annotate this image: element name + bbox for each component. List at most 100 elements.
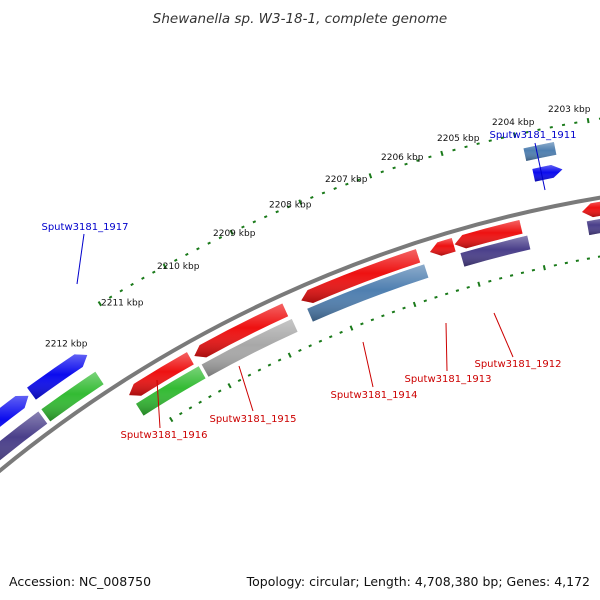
minor-tick [130,282,134,287]
major-tick [169,416,174,423]
minor-tick [188,406,193,410]
cds-feature-shade [27,354,88,400]
minor-tick [217,389,222,393]
minor-tick [434,295,438,299]
label-leader-line [493,312,514,358]
minor-tick [275,210,279,214]
label-leader-line [238,365,254,412]
major-tick [477,281,481,287]
kbp-label: 2208 kbp [269,200,312,210]
kbp-label: 2210 kbp [157,262,200,272]
major-tick [586,117,590,124]
cds-feature-shade [454,220,523,249]
minor-tick [241,225,245,229]
minor-tick [263,215,268,219]
minor-tick [428,155,432,159]
label-leader-line [534,142,546,191]
minor-tick [380,170,384,174]
gene-label-g1917[interactable]: Sputw3181_1917 [41,222,128,233]
major-tick [349,325,354,331]
label-leader-line [362,341,374,388]
kbp-label: 2203 kbp [548,105,591,115]
minor-tick [237,378,242,382]
label-leader-line [76,233,85,285]
minor-tick [455,289,460,292]
kbp-label: 2207 kbp [325,175,368,185]
minor-tick [267,363,272,367]
label-leader-line [445,322,448,372]
minor-tick [404,162,408,166]
gene-label-g1912[interactable]: Sputw3181_1912 [474,359,561,370]
major-tick [287,352,292,358]
minor-tick [208,395,212,399]
cds-feature-shade [429,238,456,256]
major-tick [162,263,167,269]
minor-tick [252,220,257,224]
gene-label-g1916[interactable]: Sputw3181_1916 [120,430,207,441]
genome-summary-text: Topology: circular; Length: 4,708,380 bp… [246,574,590,589]
cog-feature-shade [586,218,600,236]
minor-tick [108,295,113,299]
cog-feature-shade [307,264,429,322]
cds-feature-shade [194,303,289,358]
tick-rings [97,117,600,423]
major-tick [513,132,517,138]
minor-tick [498,276,503,280]
gene-label-g1915[interactable]: Sputw3181_1915 [209,414,296,425]
minor-tick [391,310,396,314]
minor-tick [173,258,178,262]
kbp-label: 2209 kbp [213,229,256,239]
minor-tick [310,195,314,199]
cog-feature-shade [201,318,298,377]
minor-tick [356,178,361,182]
major-tick [227,383,232,389]
minor-tick [185,252,189,257]
kbp-labels: 2212 kbp 2211 kbp 2210 kbp 2209 kbp 2208 kbp… [45,105,591,350]
minor-tick [392,166,396,170]
major-tick [440,150,444,157]
cds-feature-shade [532,165,563,182]
gene-label-g1911[interactable]: Sputw3181_1911 [489,130,576,141]
cog-feature-shade [460,235,531,267]
gene-labels: Sputw3181_1917 Sputw3181_1911 Sputw3181_19… [41,130,576,441]
cds-feature-shade [0,395,29,427]
cog-feature-shade [0,411,48,461]
cog-feature-shade [523,142,557,162]
gene-features [0,142,600,461]
minor-tick [286,205,291,209]
minor-tick [152,270,156,274]
minor-tick [328,335,333,339]
minor-tick [333,187,337,190]
major-tick [298,199,303,205]
gene-label-g1913[interactable]: Sputw3181_1913 [404,374,491,385]
minor-tick [277,358,282,362]
backbone-arc [0,195,600,474]
major-tick [229,229,234,235]
kbp-label: 2206 kbp [381,153,424,163]
kbp-label: 2211 kbp [101,298,144,308]
minor-tick [196,247,200,251]
label-leader-line [156,379,161,429]
cds-feature-shade [301,249,421,303]
kbp-label: 2212 kbp [45,340,88,350]
minor-tick [452,148,456,152]
map-title: Shewanella sp. W3-18-1, complete genome [153,11,447,27]
kbp-label: 2205 kbp [437,134,480,144]
minor-tick [198,400,202,404]
minor-tick [298,348,302,353]
cog-feature-shade [136,366,206,416]
gene-label-g1914[interactable]: Sputw3181_1914 [330,390,417,401]
minor-tick [370,318,375,322]
minor-tick [423,299,428,303]
major-tick [542,265,546,271]
minor-tick [119,289,124,293]
minor-tick [218,236,223,240]
cog-feature-shade [41,371,104,422]
minor-tick [488,279,492,283]
minor-tick [321,191,326,195]
minor-tick [308,344,312,348]
kbp-label: 2204 kbp [492,118,535,128]
minor-tick [464,145,468,149]
minor-tick [381,314,385,318]
